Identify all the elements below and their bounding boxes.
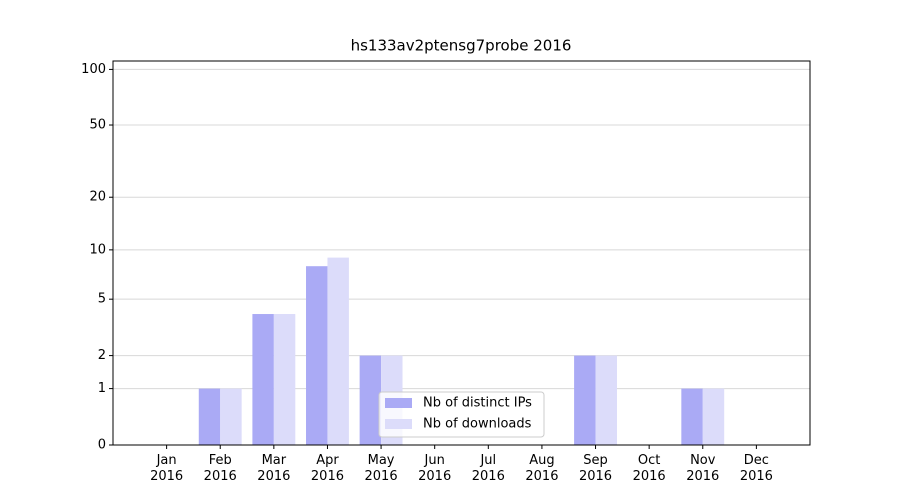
x-tick-label: Nov 2016 <box>686 453 720 484</box>
y-tick-label: 5 <box>98 292 106 307</box>
y-tick-label: 2 <box>98 348 106 363</box>
legend-label: Nb of distinct IPs <box>423 396 532 411</box>
legend-label: Nb of downloads <box>423 417 532 432</box>
bar <box>681 388 703 445</box>
bar <box>327 257 349 445</box>
y-tick-label: 0 <box>98 438 106 453</box>
legend: Nb of distinct IPs Nb of downloads <box>378 391 545 438</box>
bar <box>252 314 274 445</box>
legend-box <box>378 391 545 438</box>
bar <box>220 388 242 445</box>
x-tick-label: Feb 2016 <box>203 453 237 484</box>
bar <box>702 388 725 445</box>
y-tick-label: 50 <box>89 118 106 133</box>
y-tick-label: 100 <box>81 62 106 77</box>
x-tick-label: Jun 2016 <box>418 453 452 484</box>
x-tick-label: Jan 2016 <box>150 453 184 484</box>
x-tick-label: Oct 2016 <box>632 453 666 484</box>
x-tick-label: Sep 2016 <box>578 453 613 484</box>
y-tick-label: 20 <box>89 190 106 205</box>
x-tick-label: Aug 2016 <box>525 453 559 484</box>
x-tick-label: Dec 2016 <box>739 453 773 484</box>
plot-frame <box>112 60 811 446</box>
y-tick-label: 1 <box>98 381 106 396</box>
legend-swatch <box>385 398 412 408</box>
legend-swatch <box>385 419 412 429</box>
bar <box>198 388 221 445</box>
chart-title: hs133av2ptensg7probe 2016 <box>351 37 572 55</box>
x-tick-label: Mar 2016 <box>257 453 291 484</box>
x-tick-label: May 2016 <box>364 453 398 484</box>
x-tick-label: Jul 2016 <box>471 453 505 484</box>
x-tick-label: Apr 2016 <box>310 453 344 484</box>
bar <box>273 314 296 445</box>
bar <box>359 355 382 445</box>
y-tick-label: 10 <box>89 242 106 257</box>
bar <box>595 355 617 445</box>
bar <box>306 266 328 445</box>
bar <box>574 355 596 445</box>
